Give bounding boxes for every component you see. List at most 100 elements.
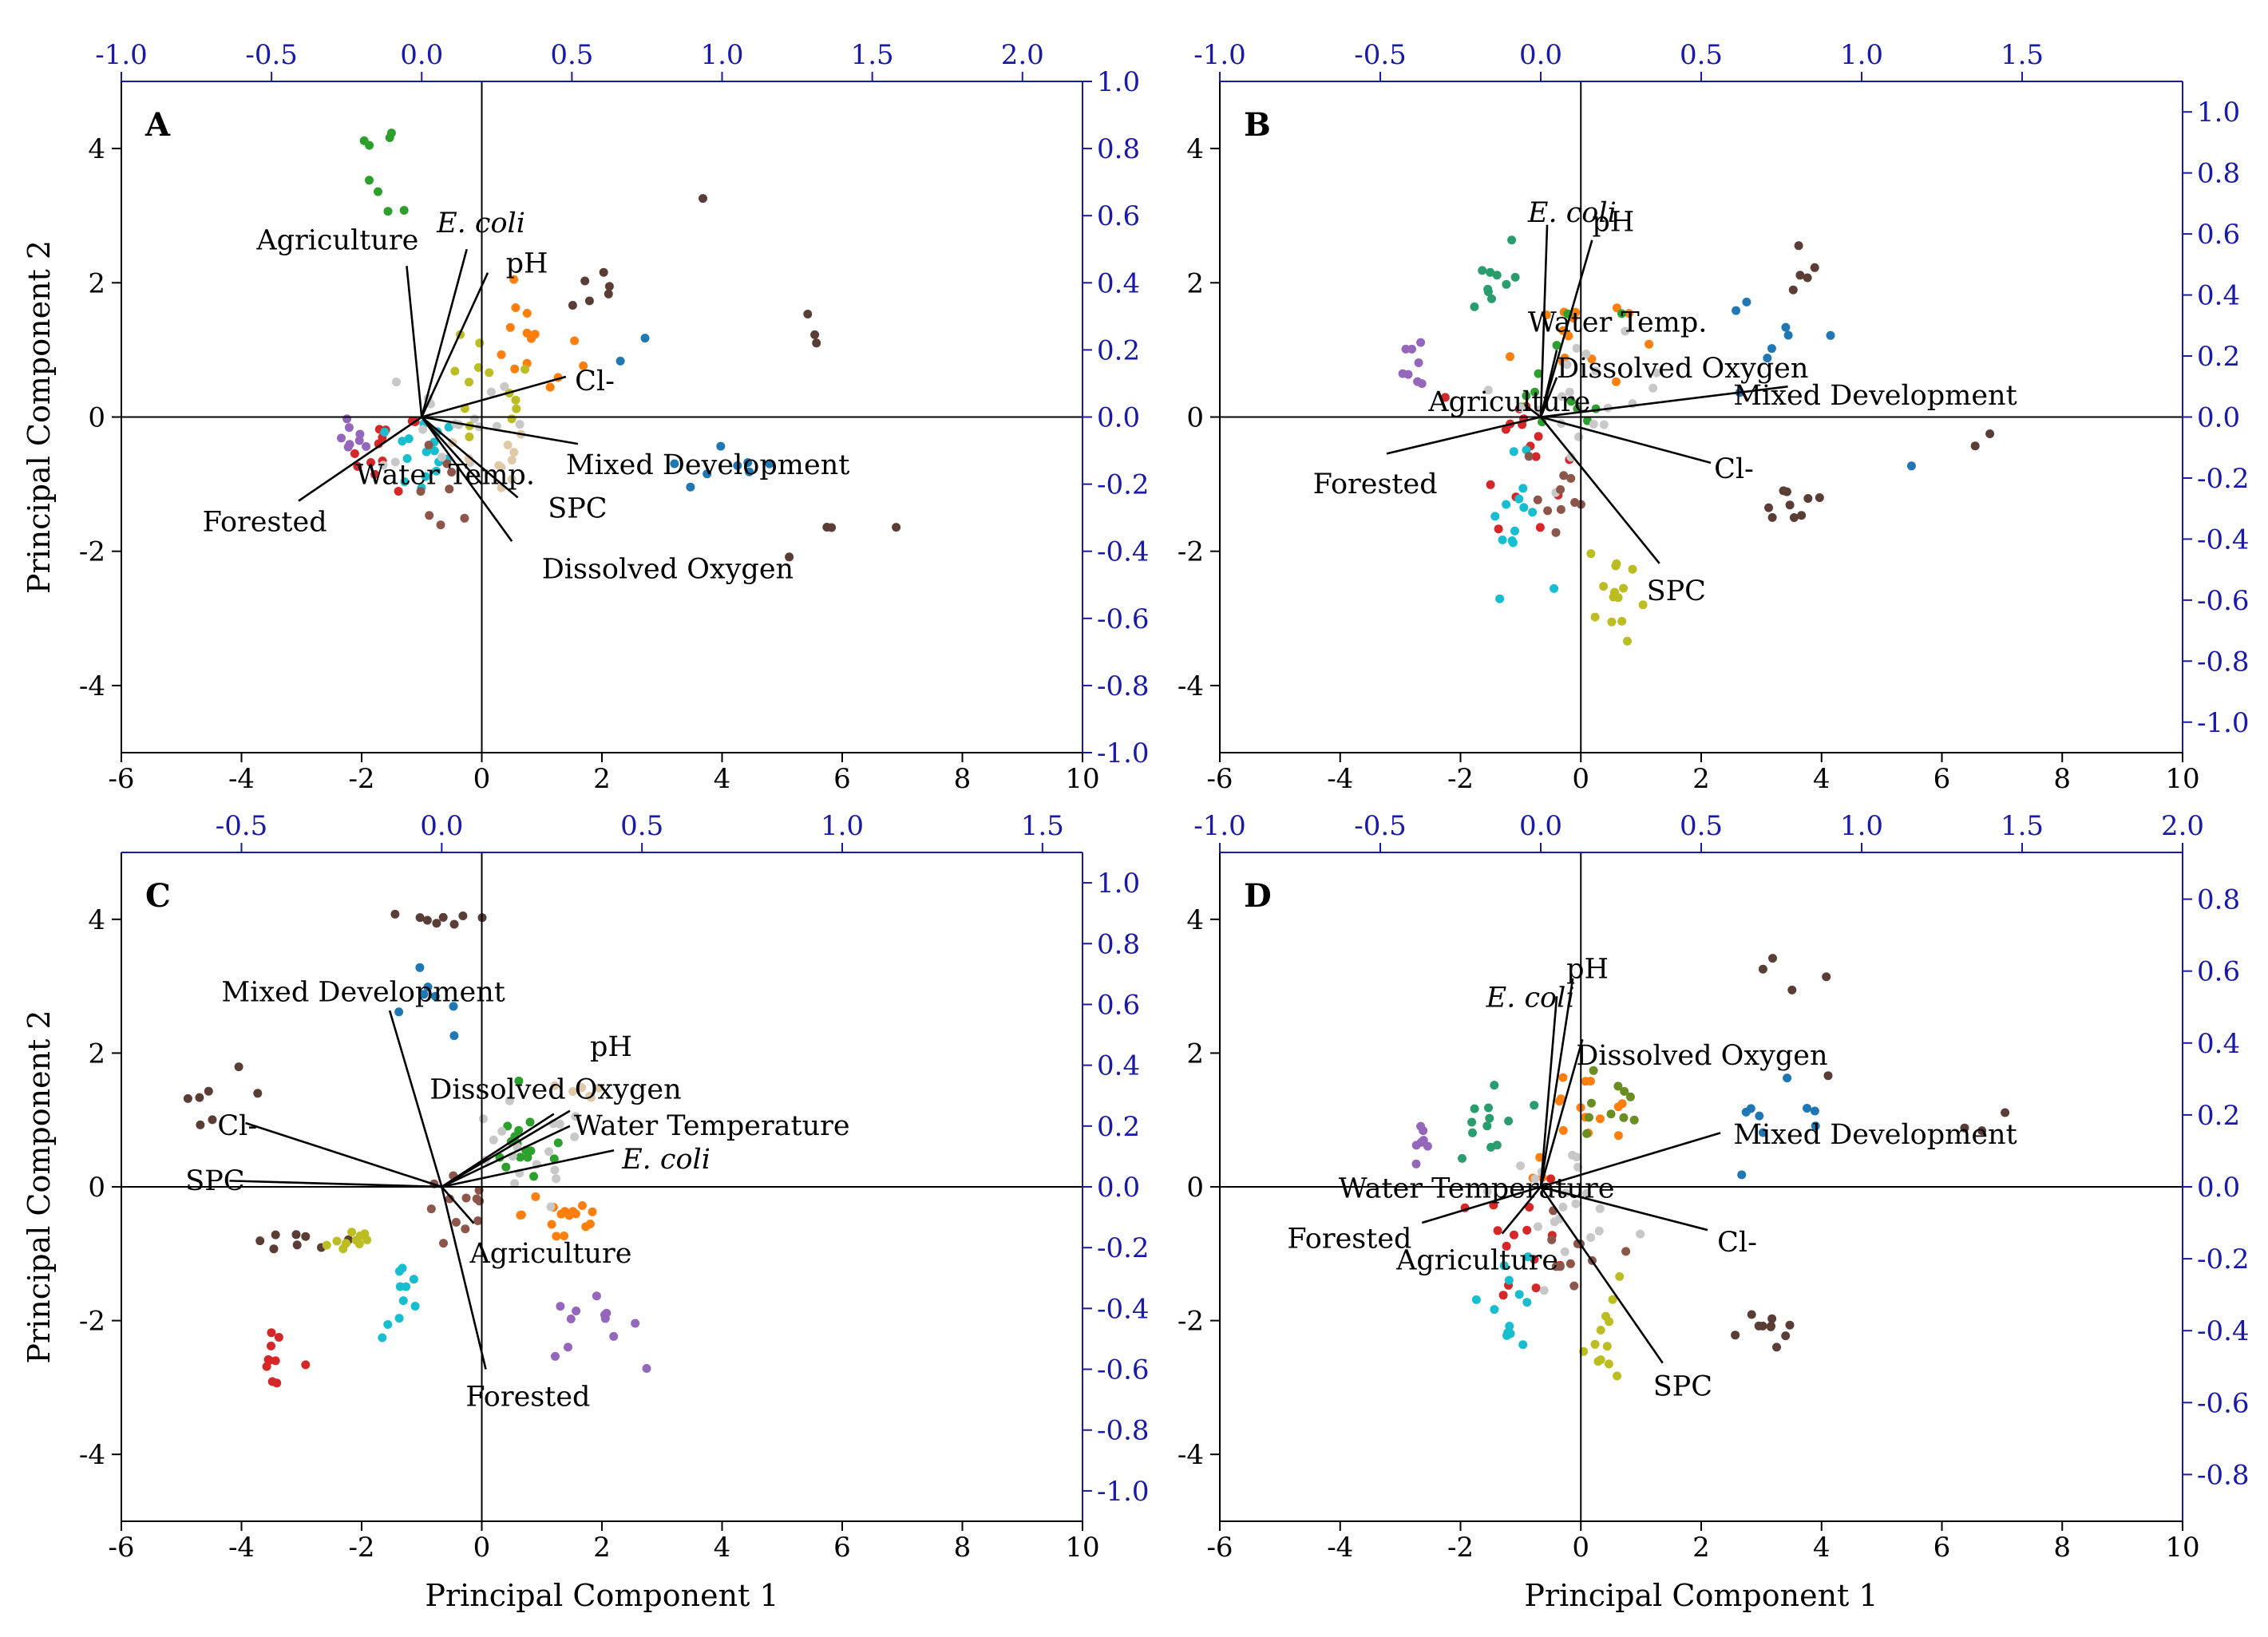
score-point bbox=[464, 454, 473, 464]
score-point bbox=[1558, 1202, 1568, 1212]
score-point bbox=[416, 487, 425, 496]
score-point bbox=[1523, 1252, 1533, 1262]
score-point bbox=[551, 1351, 560, 1361]
score-point bbox=[547, 1220, 556, 1229]
score-point bbox=[552, 1232, 561, 1241]
score-point bbox=[449, 1031, 459, 1041]
score-point bbox=[699, 194, 707, 204]
right-tick-label: 0.2 bbox=[2197, 1100, 2240, 1132]
score-point bbox=[378, 461, 388, 470]
right-tick-label: -0.8 bbox=[2197, 646, 2250, 678]
loading-vector bbox=[1421, 1185, 1542, 1224]
score-point bbox=[365, 176, 374, 185]
loading-label: Mixed Development bbox=[566, 449, 849, 481]
score-point bbox=[1501, 425, 1510, 434]
score-point bbox=[400, 477, 410, 487]
score-point bbox=[1522, 1225, 1532, 1235]
score-point bbox=[571, 1112, 580, 1121]
score-point bbox=[1758, 964, 1767, 974]
x-tick-label: -6 bbox=[1206, 1532, 1233, 1564]
score-point bbox=[1621, 326, 1630, 336]
score-point bbox=[1498, 535, 1507, 544]
score-point bbox=[609, 1331, 619, 1341]
score-point bbox=[354, 436, 364, 445]
score-point bbox=[765, 459, 774, 469]
score-point bbox=[1458, 1153, 1466, 1163]
score-point bbox=[1621, 1247, 1631, 1256]
score-point bbox=[1767, 344, 1776, 354]
score-point bbox=[1519, 503, 1529, 512]
score-point bbox=[1572, 1153, 1581, 1162]
loading-label: Agriculture bbox=[255, 224, 418, 256]
score-point bbox=[374, 187, 382, 196]
loading-label: SPC bbox=[185, 1165, 244, 1197]
score-point bbox=[475, 338, 485, 348]
score-point bbox=[497, 350, 506, 359]
score-point bbox=[560, 1232, 569, 1240]
score-point bbox=[1531, 452, 1541, 461]
score-point bbox=[183, 1093, 192, 1103]
score-point bbox=[1531, 1283, 1541, 1293]
loading-vector bbox=[422, 416, 579, 445]
score-point bbox=[1566, 473, 1576, 483]
score-point bbox=[555, 1119, 564, 1129]
x-tick-label: -2 bbox=[348, 1532, 374, 1564]
score-point bbox=[274, 1333, 283, 1342]
score-point bbox=[516, 1211, 525, 1220]
x-tick-label: 8 bbox=[2053, 763, 2071, 795]
score-point bbox=[1649, 383, 1658, 393]
score-point bbox=[615, 356, 625, 366]
score-point bbox=[1573, 404, 1582, 413]
loading-label: Forested bbox=[1287, 1224, 1411, 1255]
loading-label: Agriculture bbox=[1395, 1245, 1558, 1277]
score-point bbox=[1490, 512, 1500, 521]
score-point bbox=[1565, 387, 1574, 397]
score-point bbox=[1625, 309, 1634, 318]
score-point bbox=[1530, 1101, 1539, 1110]
score-point bbox=[497, 1126, 507, 1136]
score-point bbox=[1731, 1331, 1740, 1340]
score-point bbox=[1599, 420, 1609, 429]
score-point bbox=[1486, 267, 1495, 277]
score-point bbox=[447, 468, 457, 476]
score-point bbox=[1822, 972, 1831, 982]
score-point bbox=[1518, 1340, 1528, 1350]
score-point bbox=[445, 1194, 454, 1204]
loading-vector bbox=[1539, 377, 1558, 417]
score-point bbox=[1558, 1125, 1568, 1135]
top-tick-label: -1.0 bbox=[1193, 39, 1246, 71]
score-point bbox=[507, 474, 517, 484]
x-tick-label: 10 bbox=[1065, 763, 1099, 795]
right-tick-label: -0.8 bbox=[1097, 670, 1150, 702]
right-tick-label: -0.4 bbox=[2197, 524, 2250, 556]
score-point bbox=[425, 511, 434, 520]
score-point bbox=[485, 368, 494, 378]
score-point bbox=[1620, 1086, 1629, 1096]
loading-label: SPC bbox=[548, 493, 607, 525]
loading-label: pH bbox=[1566, 954, 1609, 986]
score-point bbox=[1440, 393, 1450, 402]
score-point bbox=[1485, 1113, 1494, 1123]
score-point bbox=[291, 1230, 301, 1240]
score-point bbox=[1525, 1203, 1534, 1212]
score-point bbox=[1629, 1115, 1639, 1125]
score-point bbox=[1596, 1355, 1605, 1365]
loading-label: Dissolved Oxygen bbox=[1576, 1040, 1827, 1072]
score-point bbox=[592, 1291, 601, 1301]
right-tick-label: -0.4 bbox=[1097, 1293, 1150, 1325]
right-tick-label: -0.4 bbox=[1097, 536, 1150, 568]
score-point bbox=[1581, 350, 1591, 358]
score-point bbox=[1785, 500, 1795, 510]
score-point bbox=[511, 303, 520, 312]
top-tick-label: -1.0 bbox=[95, 39, 148, 71]
score-point bbox=[1732, 306, 1741, 315]
y-tick-label: 4 bbox=[88, 904, 105, 936]
x-tick-label: 10 bbox=[1065, 1532, 1099, 1564]
loading-vector bbox=[421, 416, 483, 485]
score-point bbox=[1533, 495, 1542, 504]
score-point bbox=[1607, 617, 1617, 627]
score-point bbox=[1528, 508, 1538, 517]
y-tick-label: -4 bbox=[1178, 670, 1204, 702]
loading-vectors: Mixed Development pH Dissolved Oxygen Water… bbox=[185, 977, 849, 1414]
score-point bbox=[1524, 452, 1534, 461]
